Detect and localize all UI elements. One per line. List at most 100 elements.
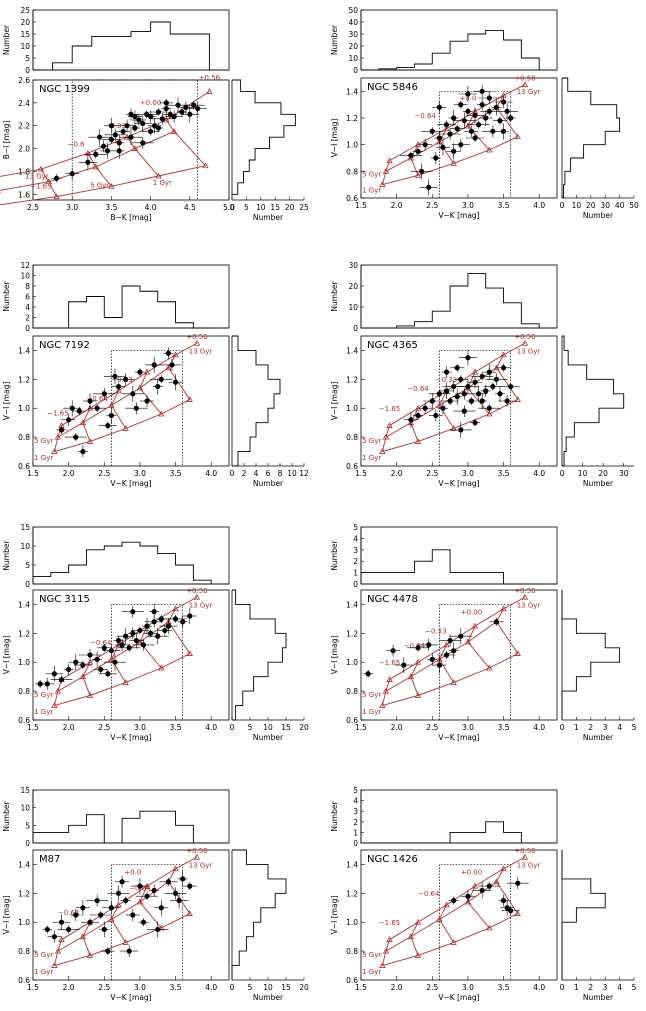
data-point xyxy=(172,890,179,896)
x-tick-label: 1.5 xyxy=(27,469,39,478)
data-point xyxy=(101,645,107,651)
model-label: +0.56 xyxy=(514,333,536,341)
data-point xyxy=(169,362,175,368)
model-point xyxy=(379,181,386,188)
data-point xyxy=(436,391,442,397)
data-point xyxy=(418,168,425,174)
data-point xyxy=(493,376,500,382)
top-hist-y-tick-label: 3 xyxy=(353,807,358,816)
model-label: 5 Gyr xyxy=(362,437,381,445)
top-histogram xyxy=(33,21,210,71)
top-hist-y-tick-label: 15 xyxy=(20,30,30,39)
model-point xyxy=(450,425,457,431)
data-point xyxy=(119,642,125,648)
model-point xyxy=(108,402,115,408)
right-hist-x-tick-label: 0 xyxy=(560,723,565,732)
y-tick-label: 1.2 xyxy=(346,629,358,638)
model-label: 5 Gyr xyxy=(90,181,109,189)
right-hist-x-tick-label: 0 xyxy=(560,469,565,478)
top-hist-y-tick-label: 15 xyxy=(20,523,30,532)
model-point xyxy=(108,656,115,662)
data-point xyxy=(468,128,475,134)
panel-title: M87 xyxy=(39,854,60,865)
model-point xyxy=(471,882,479,889)
model-point xyxy=(407,154,415,161)
model-point xyxy=(193,593,201,600)
model-label: −0.6 xyxy=(68,140,86,148)
y-tick-label: 1.0 xyxy=(346,918,358,927)
data-point xyxy=(44,926,50,933)
data-point xyxy=(447,637,453,644)
right-hist-x-tick-label: 20 xyxy=(586,201,596,210)
top-hist-y-tick-label: 0 xyxy=(353,66,358,75)
y-tick-label: 0.8 xyxy=(18,687,30,696)
x-tick-label: 3.5 xyxy=(105,203,117,212)
main-plot-frame xyxy=(32,79,230,201)
model-track xyxy=(382,653,519,706)
right-hist-x-tick-label: 3 xyxy=(603,723,608,732)
model-point xyxy=(407,933,415,940)
y-axis-label: B−I [mag] xyxy=(2,121,11,160)
model-point xyxy=(170,128,178,134)
x-tick-label: 3.5 xyxy=(170,469,182,478)
right-hist-x-tick-label: 30 xyxy=(600,201,610,210)
data-point xyxy=(165,879,172,885)
data-point xyxy=(476,391,482,397)
data-point xyxy=(137,883,143,889)
model-point xyxy=(186,396,193,402)
model-label: +0.56 xyxy=(186,847,208,855)
right-hist-x-tick-label: 20 xyxy=(299,723,309,732)
data-point xyxy=(87,919,93,925)
x-tick-label: 4.0 xyxy=(533,201,545,210)
right-histogram xyxy=(562,335,625,467)
right-hist-x-tick-label: 2 xyxy=(242,469,247,478)
data-point xyxy=(468,398,475,404)
x-axis-label: V−K [mag] xyxy=(438,479,479,488)
y-tick-label: 0.6 xyxy=(346,462,358,471)
data-point xyxy=(148,113,154,120)
top-hist-y-tick-label: 10 xyxy=(20,42,30,51)
top-hist-y-label: Number xyxy=(330,24,339,55)
x-tick-label: 2.5 xyxy=(98,983,110,992)
y-tick-label: 0.6 xyxy=(18,716,30,725)
model-label: −0.64 xyxy=(404,642,426,650)
model-point xyxy=(51,962,58,968)
y-tick-label: 1.0 xyxy=(346,141,358,150)
model-label: +0.00 xyxy=(140,99,161,107)
panel-5: 1.5 2.0 2.5 3.0 3.5 4.0 0.6 0.8 1.0 1.2 1.4 V−K [ma… xyxy=(2,523,309,742)
y-tick-label: 1.0 xyxy=(346,404,358,413)
data-point xyxy=(433,412,439,419)
top-histogram xyxy=(32,541,212,584)
y-tick-label: 1.4 xyxy=(18,860,30,869)
model-label: 13 Gyr xyxy=(517,861,541,869)
data-point xyxy=(158,616,164,622)
data-point xyxy=(155,633,161,639)
model-point xyxy=(471,368,479,375)
data-point xyxy=(401,662,407,668)
metallicity-connector xyxy=(82,922,91,956)
data-point xyxy=(137,627,143,634)
metallicity-connector xyxy=(167,608,191,654)
model-label: 13 Gyr xyxy=(517,88,541,96)
data-point xyxy=(144,623,150,629)
model-point xyxy=(436,402,443,408)
data-point xyxy=(461,118,467,124)
top-histogram xyxy=(33,285,212,329)
top-hist-y-tick-label: 20 xyxy=(348,282,358,291)
metallicity-connector xyxy=(110,904,127,943)
x-tick-label: 2.0 xyxy=(63,469,75,478)
data-point xyxy=(187,883,193,889)
model-label: 1 Gyr xyxy=(362,187,381,195)
data-point xyxy=(440,144,446,150)
data-point xyxy=(87,652,93,658)
y-tick-label: 1.2 xyxy=(18,889,30,898)
model-point xyxy=(464,638,472,645)
data-point xyxy=(451,897,457,904)
model-point xyxy=(172,865,179,872)
right-hist-x-tick-label: 10 xyxy=(287,469,297,478)
top-hist-y-tick-label: 3 xyxy=(353,546,358,555)
right-hist-x-tick-label: 15 xyxy=(281,983,291,992)
top-hist-y-tick-label: 0 xyxy=(353,580,358,589)
data-point xyxy=(458,376,464,382)
x-tick-label: 3.0 xyxy=(462,723,474,732)
